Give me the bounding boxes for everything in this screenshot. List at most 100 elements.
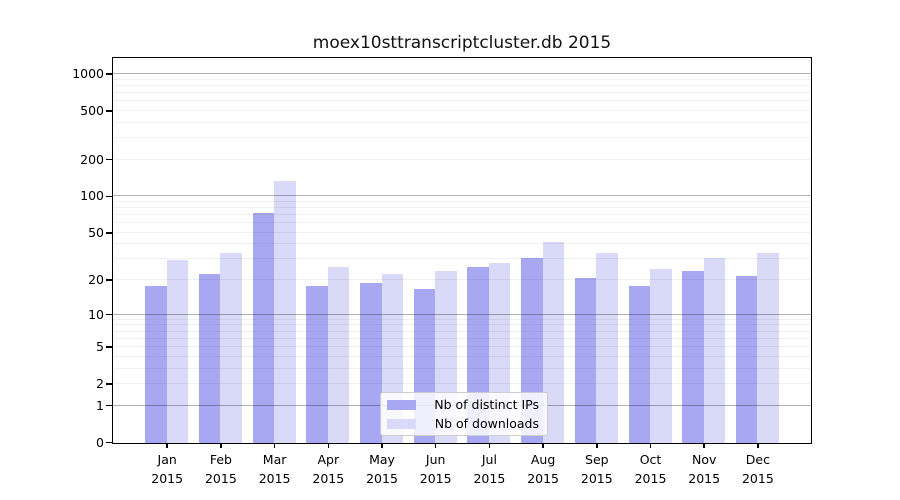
y-tick-mark <box>106 404 113 407</box>
x-tick-month: Sep <box>585 452 609 467</box>
x-tick-label-jan: Jan 2015 <box>132 450 202 488</box>
bar-downloads-feb <box>220 253 242 443</box>
x-tick-mark <box>542 442 544 448</box>
chart-title: moex10sttranscriptcluster.db 2015 <box>312 33 612 53</box>
x-tick-mark <box>327 442 330 448</box>
bar-downloads-nov <box>703 258 726 443</box>
x-tick-label-nov: Nov 2015 <box>669 450 739 488</box>
y-tick-label: 20 <box>88 272 104 288</box>
y-tick-mark <box>106 441 113 444</box>
y-tick-label: 10 <box>88 306 104 322</box>
x-tick-year: 2015 <box>204 471 237 486</box>
bar-distinct-ips-oct <box>628 285 650 443</box>
x-tick-mark <box>166 442 168 448</box>
bar-downloads-jan <box>166 259 189 443</box>
gridline-major <box>113 73 811 75</box>
plot-area: Nb of distinct IPs Nb of downloads <box>112 57 812 444</box>
y-tick-mark <box>106 313 113 316</box>
y-tick-label: 5 <box>96 338 104 354</box>
legend: Nb of distinct IPs Nb of downloads <box>380 392 548 436</box>
x-tick-month: Jan <box>157 452 177 467</box>
x-tick-month: Aug <box>530 452 556 467</box>
x-tick-year: 2015 <box>580 471 613 486</box>
gridline-minor <box>113 84 811 86</box>
x-tick-mark <box>434 442 437 448</box>
y-tick-label: 50 <box>88 224 104 240</box>
gridline-minor <box>113 231 811 233</box>
x-tick-year: 2015 <box>741 471 774 486</box>
x-tick-label-sep: Sep 2015 <box>562 450 632 488</box>
x-tick-year: 2015 <box>527 471 559 486</box>
x-tick-year: 2015 <box>634 471 667 486</box>
downloads-label: Nb of downloads <box>434 416 539 431</box>
plot-canvas: Nb of distinct IPs Nb of downloads <box>113 58 811 443</box>
y-tick-mark <box>106 73 113 75</box>
x-tick-mark <box>220 442 222 448</box>
x-tick-month: Jun <box>425 452 446 467</box>
gridline-minor <box>113 158 811 160</box>
gridline-minor <box>113 243 811 245</box>
distinct-ips-label: Nb of distinct IPs <box>434 397 539 412</box>
bar-downloads-apr <box>327 267 350 443</box>
y-tick-mark <box>106 110 113 112</box>
x-tick-month: Feb <box>209 452 232 467</box>
y-tick-label: 0 <box>96 434 104 450</box>
distinct-ips-swatch <box>387 399 416 410</box>
y-tick-label: 2 <box>96 375 104 391</box>
x-tick-year: 2015 <box>688 471 721 486</box>
downloads-swatch <box>387 418 416 429</box>
gridline-minor <box>113 200 811 202</box>
bar-distinct-ips-dec <box>735 275 758 443</box>
x-tick-mark <box>273 442 276 448</box>
gridline-minor <box>113 137 811 139</box>
x-tick-label-jul: Jul 2015 <box>454 450 524 488</box>
gridline-minor <box>113 92 811 94</box>
bar-distinct-ips-sep <box>574 278 597 443</box>
gridline-minor <box>113 100 811 102</box>
bar-downloads-sep <box>596 253 618 443</box>
bar-distinct-ips-mar <box>252 212 275 443</box>
x-tick-month: Apr <box>317 452 340 467</box>
y-tick-mark <box>106 195 113 198</box>
x-tick-label-mar: Mar 2015 <box>240 450 310 488</box>
x-tick-label-apr: Apr 2015 <box>293 450 363 488</box>
bar-downloads-oct <box>650 269 672 443</box>
x-tick-label-feb: Feb 2015 <box>186 450 256 488</box>
bar-distinct-ips-nov <box>682 271 704 443</box>
x-tick-year: 2015 <box>312 471 345 486</box>
gridline-minor <box>113 121 811 123</box>
y-tick-mark <box>106 346 113 348</box>
x-tick-month: Mar <box>262 452 287 467</box>
bar-distinct-ips-jan <box>145 285 167 443</box>
y-tick-mark <box>106 158 113 161</box>
legend-row-downloads: Nb of downloads <box>387 416 539 431</box>
legend-row-distinct-ips: Nb of distinct IPs <box>387 397 539 412</box>
bar-downloads-mar <box>274 180 296 443</box>
x-tick-month: Dec <box>745 452 770 467</box>
y-tick-label: 100 <box>80 188 104 204</box>
gridline-minor <box>113 222 811 224</box>
gridline-minor <box>113 78 811 80</box>
x-tick-year: 2015 <box>419 471 452 486</box>
y-tick-label: 1000 <box>72 66 104 82</box>
x-tick-label-aug: Aug 2015 <box>508 450 578 488</box>
x-tick-mark <box>703 442 705 448</box>
x-tick-mark <box>381 442 383 448</box>
x-tick-label-dec: Dec 2015 <box>723 450 793 488</box>
x-tick-year: 2015 <box>473 471 506 486</box>
x-tick-label-may: May 2015 <box>347 450 417 488</box>
x-tick-year: 2015 <box>151 471 184 486</box>
x-tick-month: May <box>369 452 395 467</box>
y-tick-label: 1 <box>96 397 104 413</box>
bar-distinct-ips-apr <box>306 285 328 443</box>
bar-downloads-dec <box>757 253 779 443</box>
gridline-minor <box>113 214 811 216</box>
y-tick-mark <box>106 232 113 234</box>
x-tick-mark <box>488 442 491 448</box>
y-tick-label: 200 <box>80 151 104 167</box>
x-tick-month: Jul <box>481 452 497 467</box>
gridline-minor <box>113 207 811 209</box>
y-tick-mark <box>106 279 113 281</box>
gridline-major <box>113 195 811 197</box>
